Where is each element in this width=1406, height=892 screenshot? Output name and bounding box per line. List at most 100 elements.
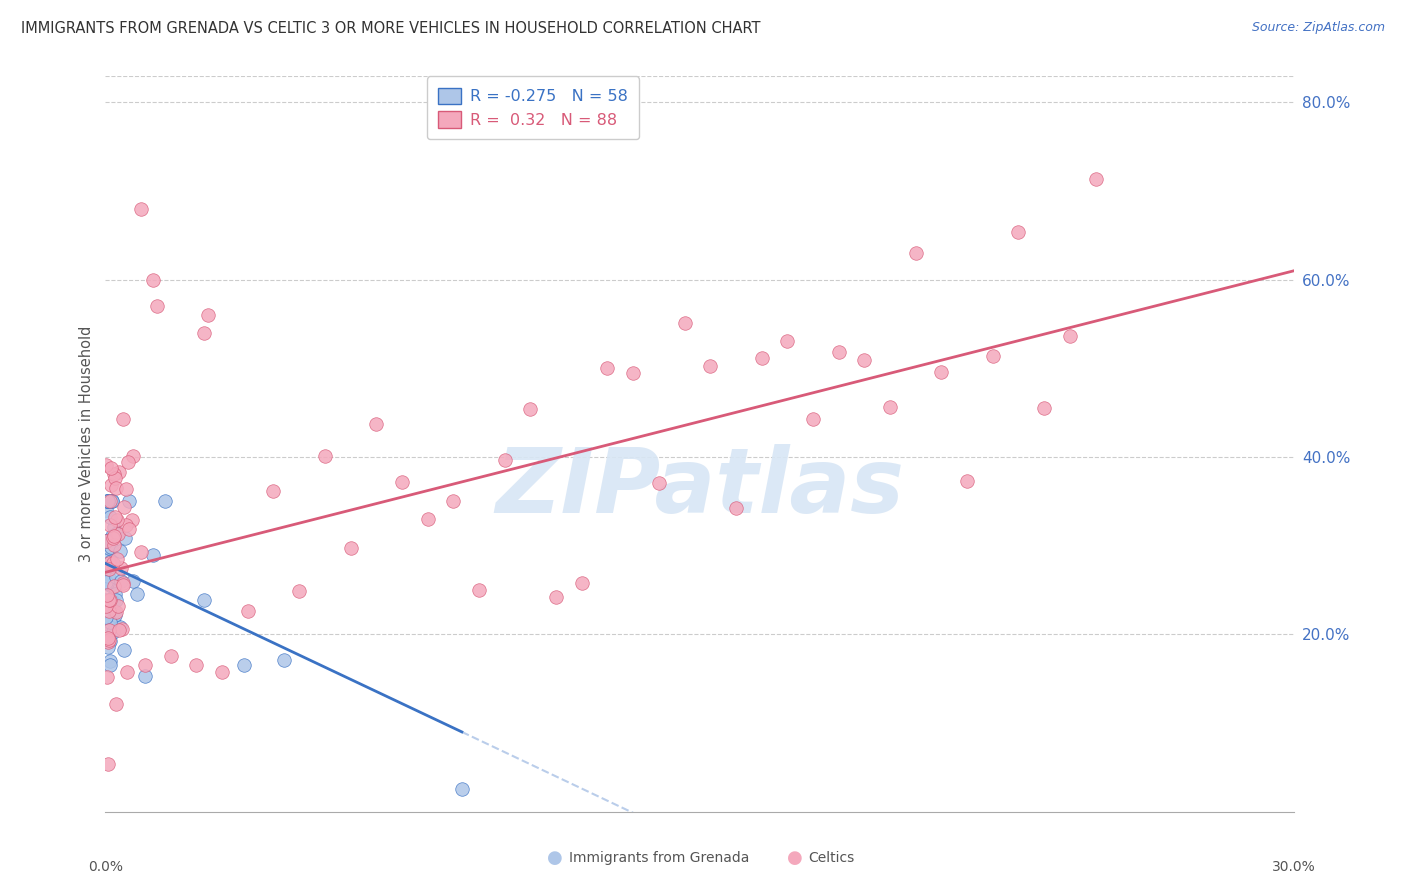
Point	[127, 587, 149, 601]
Point	[142, 273, 165, 287]
Point	[956, 474, 979, 488]
Text: 30.0%: 30.0%	[1271, 861, 1316, 874]
Point	[1084, 172, 1107, 186]
Point	[931, 365, 953, 379]
Text: Immigrants from Grenada: Immigrants from Grenada	[569, 851, 749, 865]
Point	[108, 544, 131, 558]
Point	[114, 518, 136, 533]
Point	[96, 533, 118, 548]
Point	[114, 532, 136, 546]
Point	[97, 494, 120, 508]
Point	[118, 494, 141, 508]
Point	[103, 467, 125, 482]
Point	[853, 352, 876, 367]
Point	[100, 494, 122, 508]
Point	[159, 649, 181, 664]
Point	[103, 520, 125, 534]
Text: ●: ●	[786, 849, 803, 867]
Point	[366, 417, 388, 431]
Point	[112, 500, 135, 514]
Point	[122, 574, 145, 589]
Point	[105, 526, 128, 541]
Point	[96, 552, 118, 566]
Point	[98, 593, 121, 607]
Point	[101, 594, 124, 608]
Text: ●: ●	[547, 849, 564, 867]
Point	[98, 518, 121, 533]
Point	[104, 606, 127, 620]
Point	[104, 509, 127, 524]
Point	[97, 624, 120, 638]
Point	[100, 554, 122, 568]
Text: IMMIGRANTS FROM GRENADA VS CELTIC 3 OR MORE VEHICLES IN HOUSEHOLD CORRELATION CH: IMMIGRANTS FROM GRENADA VS CELTIC 3 OR M…	[21, 21, 761, 36]
Point	[96, 599, 118, 614]
Point	[450, 782, 472, 797]
Point	[186, 657, 208, 672]
Point	[107, 599, 129, 613]
Point	[111, 622, 134, 636]
Point	[103, 538, 125, 552]
Point	[96, 574, 118, 589]
Point	[100, 478, 122, 492]
Point	[648, 475, 671, 490]
Point	[98, 604, 121, 618]
Point	[96, 494, 118, 508]
Point	[98, 615, 121, 629]
Text: Source: ZipAtlas.com: Source: ZipAtlas.com	[1251, 21, 1385, 34]
Point	[98, 509, 121, 524]
Point	[97, 557, 120, 571]
Point	[101, 494, 124, 508]
Point	[827, 344, 849, 359]
Point	[111, 412, 134, 426]
Text: ZIPatlas: ZIPatlas	[495, 444, 904, 532]
Point	[103, 528, 125, 542]
Point	[1033, 401, 1056, 415]
Point	[776, 334, 799, 348]
Point	[544, 591, 567, 605]
Point	[96, 670, 118, 684]
Point	[110, 620, 132, 634]
Point	[103, 579, 125, 593]
Point	[621, 366, 644, 380]
Point	[98, 657, 121, 672]
Point	[288, 583, 311, 598]
Y-axis label: 3 or more Vehicles in Household: 3 or more Vehicles in Household	[79, 326, 94, 562]
Point	[97, 541, 120, 555]
Point	[115, 483, 138, 497]
Text: 0.0%: 0.0%	[89, 861, 122, 874]
Point	[104, 607, 127, 622]
Point	[97, 632, 120, 647]
Point	[97, 756, 120, 771]
Point	[142, 548, 165, 562]
Point	[100, 494, 122, 508]
Point	[98, 633, 121, 648]
Point	[98, 577, 121, 591]
Point	[441, 493, 464, 508]
Point	[100, 541, 122, 555]
Point	[108, 466, 131, 480]
Point	[981, 349, 1004, 363]
Point	[146, 299, 169, 313]
Point	[104, 587, 127, 601]
Text: Celtics: Celtics	[808, 851, 855, 865]
Point	[104, 570, 127, 584]
Point	[596, 360, 619, 375]
Point	[519, 401, 541, 416]
Point	[98, 494, 121, 508]
Point	[96, 575, 118, 590]
Point	[193, 326, 215, 340]
Point	[494, 452, 516, 467]
Point	[112, 643, 135, 657]
Point	[153, 494, 176, 508]
Point	[468, 582, 491, 597]
Point	[96, 494, 118, 508]
Point	[107, 527, 129, 541]
Point	[112, 576, 135, 591]
Point	[339, 541, 361, 555]
Point	[108, 623, 131, 637]
Point	[96, 593, 118, 607]
Point	[391, 475, 413, 489]
Point	[314, 449, 336, 463]
Point	[97, 635, 120, 649]
Point	[96, 502, 118, 516]
